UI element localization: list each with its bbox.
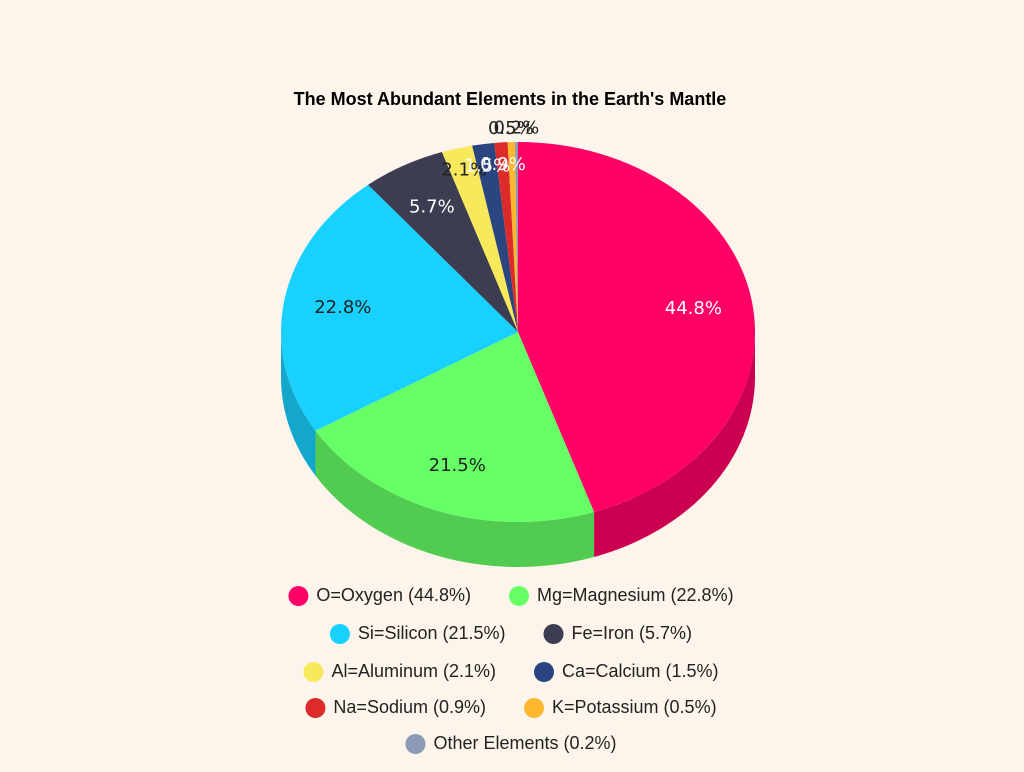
data-label: 0.2% bbox=[494, 118, 540, 139]
pie-slice bbox=[515, 142, 518, 332]
legend-label: K=Potassium (0.5%) bbox=[552, 697, 717, 717]
legend-item: Fe=Iron (5.7%) bbox=[543, 623, 693, 644]
legend-item: Al=Aluminum (2.1%) bbox=[303, 661, 496, 682]
pie-slice bbox=[518, 142, 755, 512]
legend-marker bbox=[543, 624, 564, 644]
legend-marker bbox=[305, 698, 326, 718]
legend-item: Mg=Magnesium (22.8%) bbox=[508, 585, 734, 606]
legend-item: Si=Silicon (21.5%) bbox=[329, 623, 506, 644]
data-label: 2.1% bbox=[441, 159, 487, 180]
legend-label: Mg=Magnesium (22.8%) bbox=[537, 585, 734, 605]
legend-item: Other Elements (0.2%) bbox=[405, 733, 617, 754]
data-label: 1.5% bbox=[464, 156, 510, 177]
legend-label: Si=Silicon (21.5%) bbox=[358, 623, 506, 643]
data-label: 0.9% bbox=[480, 154, 526, 175]
pie-slice bbox=[472, 142, 518, 332]
data-label: 44.8% bbox=[665, 298, 722, 319]
legend-marker bbox=[524, 698, 544, 718]
pie-side bbox=[281, 332, 316, 476]
pie-side bbox=[315, 430, 595, 567]
data-label: 22.8% bbox=[314, 297, 371, 318]
legend-marker bbox=[534, 662, 554, 682]
data-label: 21.5% bbox=[429, 455, 486, 476]
pie-slice bbox=[281, 184, 518, 431]
legend-marker bbox=[288, 586, 309, 606]
data-label: 5.7% bbox=[409, 196, 455, 217]
legend-item: Na=Sodium (0.9%) bbox=[305, 697, 486, 718]
legend-label: Other Elements (0.2%) bbox=[433, 733, 616, 753]
legend-marker bbox=[508, 586, 529, 606]
pie-slice bbox=[441, 145, 518, 332]
pie-slice bbox=[507, 142, 518, 332]
pie-slice bbox=[368, 152, 518, 332]
pie-slice bbox=[315, 332, 595, 522]
legend-marker bbox=[329, 624, 350, 644]
legend-marker bbox=[303, 662, 324, 682]
pie-side bbox=[594, 332, 755, 557]
legend-label: Na=Sodium (0.9%) bbox=[333, 697, 486, 717]
legend-label: O=Oxygen (44.8%) bbox=[316, 585, 471, 605]
legend-item: O=Oxygen (44.8%) bbox=[288, 585, 471, 606]
legend-item: Ca=Calcium (1.5%) bbox=[534, 661, 719, 682]
legend-label: Ca=Calcium (1.5%) bbox=[562, 661, 719, 681]
legend-label: Al=Aluminum (2.1%) bbox=[331, 661, 496, 681]
legend-marker bbox=[405, 734, 426, 754]
legend-label: Fe=Iron (5.7%) bbox=[572, 623, 693, 643]
chart-title: The Most Abundant Elements in the Earth'… bbox=[294, 89, 727, 109]
data-label: 0.5% bbox=[488, 118, 534, 139]
legend-item: K=Potassium (0.5%) bbox=[524, 697, 717, 718]
pie-slice bbox=[494, 142, 518, 332]
